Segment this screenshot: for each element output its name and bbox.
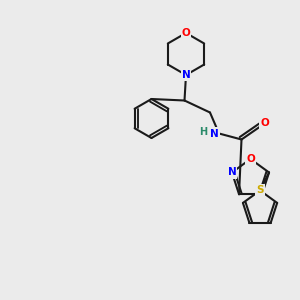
Text: N: N bbox=[210, 128, 219, 139]
Text: S: S bbox=[256, 185, 264, 196]
Text: N: N bbox=[182, 70, 190, 80]
Text: O: O bbox=[246, 154, 255, 164]
Text: O: O bbox=[260, 118, 269, 128]
Text: H: H bbox=[199, 127, 208, 137]
Text: N: N bbox=[228, 167, 236, 178]
Text: O: O bbox=[182, 28, 190, 38]
